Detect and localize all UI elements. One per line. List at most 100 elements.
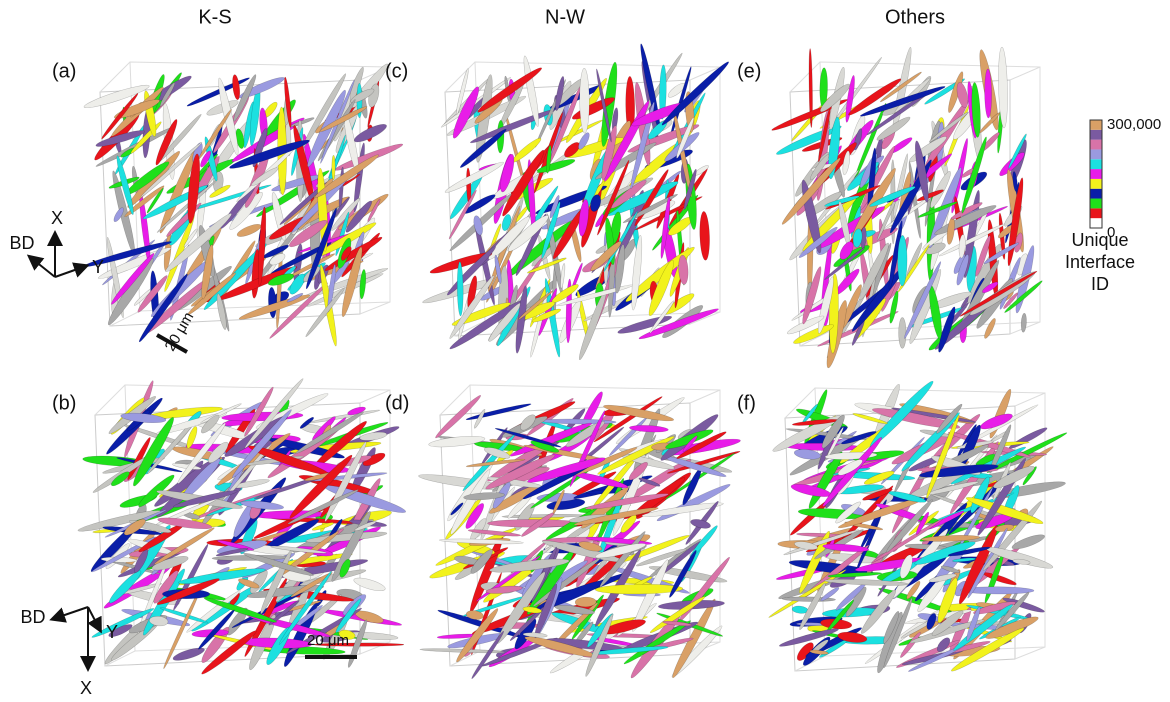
interface-patch <box>946 216 955 245</box>
interface-patch <box>947 546 991 557</box>
interface-patch <box>359 269 367 300</box>
interface-patch <box>603 404 674 422</box>
interface-patch <box>244 378 304 449</box>
interface-patch <box>641 502 724 517</box>
interface-patch <box>465 458 526 468</box>
interface-patch <box>172 647 205 661</box>
interface-patch <box>123 518 146 536</box>
interface-patch <box>362 452 386 467</box>
interface-patch <box>534 583 558 639</box>
interface-patch <box>979 112 1001 134</box>
interface-patch <box>772 415 841 452</box>
panel-label: (b) <box>52 392 76 414</box>
interface-patch <box>327 264 336 313</box>
interface-patch <box>852 228 863 248</box>
axis-triad: X BD Y <box>9 208 104 278</box>
renderings <box>77 43 1068 679</box>
interface-patch <box>883 611 900 644</box>
interface-patch <box>828 116 841 180</box>
interface-patch <box>883 597 913 669</box>
colorbar-frame <box>1089 119 1103 229</box>
interface-patch <box>560 263 566 289</box>
interface-patch <box>903 261 942 339</box>
interface-patch <box>783 529 860 556</box>
interface-patch <box>1011 534 1045 550</box>
interface-patch <box>444 161 504 193</box>
cube-edge <box>689 66 721 81</box>
cube-edge <box>1014 646 1046 660</box>
colorbar-band <box>1090 129 1102 140</box>
interface-patch <box>982 281 999 294</box>
interface-patch <box>229 139 310 169</box>
interface-patch <box>620 514 637 533</box>
interface-patch <box>919 464 999 478</box>
interface-patch <box>449 275 495 339</box>
interface-patch <box>669 550 697 598</box>
colorbar-band <box>1090 188 1102 199</box>
interface-patch <box>289 273 306 295</box>
interface-patch <box>359 431 388 441</box>
interface-patch <box>485 585 523 594</box>
interface-patch <box>110 471 130 487</box>
interface-patch <box>353 124 387 143</box>
interface-patch <box>799 582 826 630</box>
interface-patch <box>140 141 203 198</box>
panel-label: (a) <box>52 60 76 82</box>
interface-patch <box>339 558 351 578</box>
cube-edge <box>99 61 131 93</box>
interface-patch <box>345 200 373 233</box>
interface-patch <box>268 287 277 319</box>
interface-patch <box>958 525 998 605</box>
interface-patch <box>952 557 977 562</box>
interface-patch <box>494 254 502 284</box>
interface-patch <box>269 253 286 266</box>
interface-patch <box>931 610 964 636</box>
interface-patch <box>155 119 178 166</box>
interface-patch <box>287 489 359 525</box>
interface-patch <box>554 604 595 615</box>
interface-patch <box>299 417 314 429</box>
interface-patch <box>793 449 821 460</box>
axis-label: BD <box>20 607 45 627</box>
interface-patch <box>523 55 540 127</box>
interface-patch <box>837 631 868 643</box>
interface-patch <box>268 600 300 626</box>
interface-patch <box>835 501 861 524</box>
interface-patch <box>233 500 256 538</box>
interface-patch <box>950 202 983 220</box>
interface-patch <box>648 259 674 317</box>
interface-patch <box>683 168 697 210</box>
interface-patch <box>986 432 1068 474</box>
interface-patch <box>659 64 667 120</box>
interface-patch <box>255 393 329 429</box>
interface-patch <box>940 565 961 574</box>
interface-patch <box>937 577 958 624</box>
interface-patch <box>522 632 548 638</box>
interface-patch <box>820 587 840 602</box>
colorbar-band <box>1090 169 1102 179</box>
interface-patch <box>984 318 996 339</box>
interface-patch <box>177 422 226 484</box>
interface-patch <box>95 130 146 147</box>
interface-patch <box>852 413 888 425</box>
interface-patch <box>638 308 719 340</box>
interface-patch <box>921 535 981 542</box>
interface-patch <box>429 252 493 274</box>
interface-patch <box>200 414 220 434</box>
cube-edge <box>1009 66 1041 81</box>
interface-patch <box>908 644 965 672</box>
interface-patch <box>1004 280 1043 313</box>
interface-patch <box>585 613 614 677</box>
interface-patch <box>798 226 838 258</box>
interface-patch <box>1007 177 1024 267</box>
interface-patch <box>233 74 257 122</box>
cube-edge <box>109 310 141 327</box>
interface-patch <box>872 408 961 429</box>
interface-patch <box>238 294 311 320</box>
interface-patch <box>502 149 545 217</box>
interface-patch <box>347 406 366 416</box>
interface-patch <box>936 403 963 434</box>
interface-patch <box>578 289 607 361</box>
interface-patch <box>929 285 942 340</box>
interface-patch <box>648 566 728 583</box>
